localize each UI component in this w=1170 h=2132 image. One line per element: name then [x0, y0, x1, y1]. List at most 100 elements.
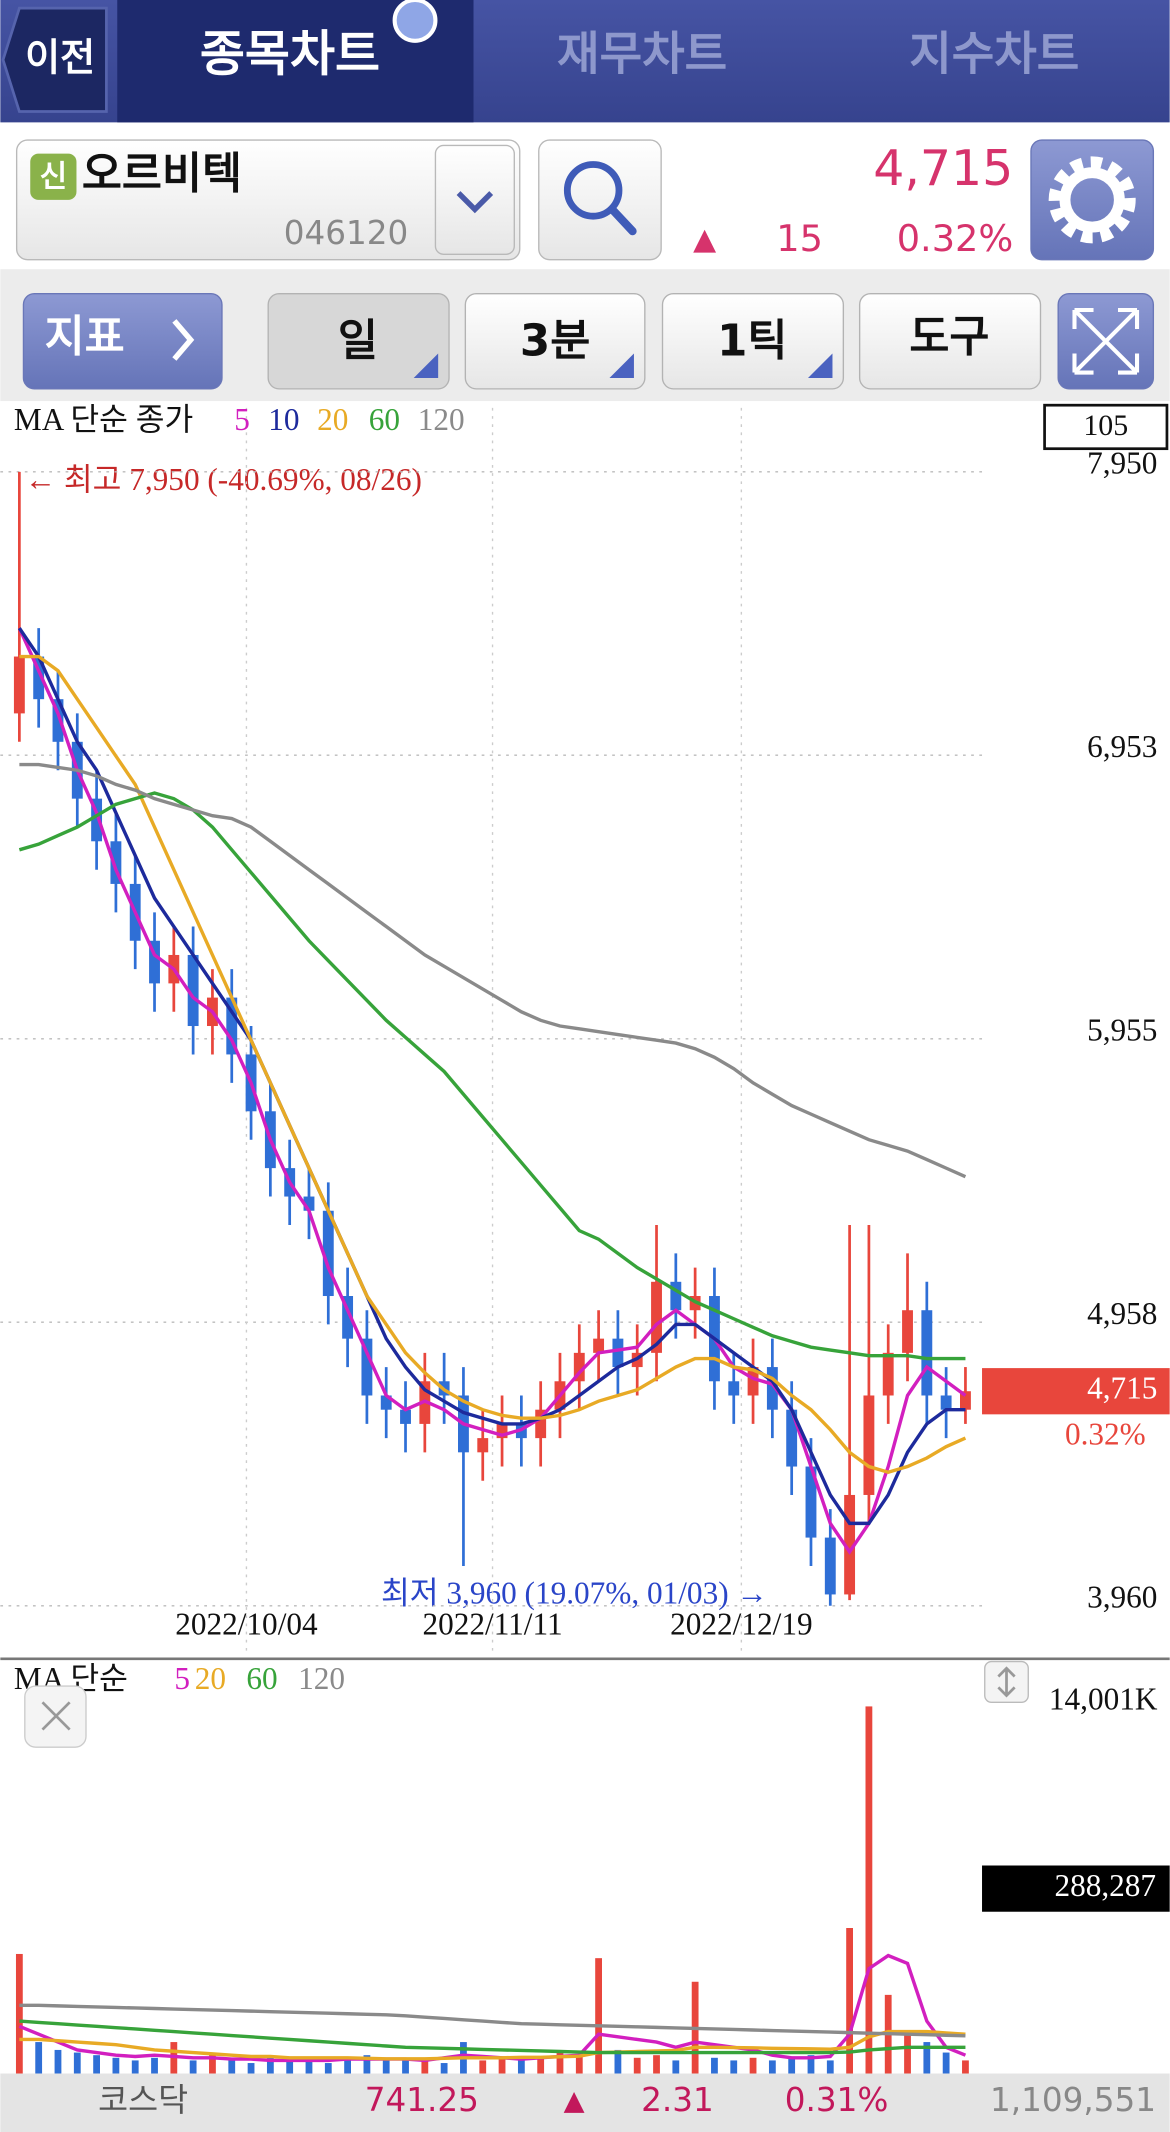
volume-bar — [614, 2049, 622, 2074]
chevron-icon — [456, 191, 494, 214]
volume-bar — [595, 1958, 602, 2074]
candle-body — [747, 1367, 759, 1396]
candle-body — [786, 1409, 798, 1467]
y-tick-label: 5,955 — [1087, 1013, 1157, 1048]
candle-body — [824, 1537, 836, 1595]
tab-active[interactable]: 종목차트 — [200, 26, 380, 83]
tab[interactable]: 재무차트 — [557, 27, 727, 81]
candle-body — [342, 1296, 354, 1339]
y-tick-label: 7,950 — [1087, 446, 1157, 481]
candle-body — [651, 1281, 662, 1353]
volume-bar — [730, 2060, 738, 2074]
volume-bar — [189, 2060, 197, 2074]
ma-line — [17, 627, 967, 1555]
volume-bar — [672, 2060, 680, 2074]
y-tick-label: 4,958 — [1087, 1296, 1157, 1331]
volume-bar — [382, 2057, 390, 2074]
current-price-label: 4,715 — [1087, 1370, 1157, 1405]
volume-bar — [344, 2060, 351, 2074]
volume-bar — [653, 2055, 660, 2074]
volume-bar — [112, 2057, 120, 2074]
volume-bar — [807, 2055, 815, 2074]
legend-entry: 10 — [268, 402, 299, 437]
index-sign: ▲ — [564, 2086, 585, 2117]
stock-box[interactable] — [15, 139, 521, 261]
candle-body — [477, 1438, 489, 1453]
index-name: 코스닥 — [98, 2081, 188, 2119]
y-tick-label: 3,960 — [1087, 1580, 1157, 1615]
volume-bar — [788, 2057, 796, 2074]
plot: 7,950 6,953 5,955 4,958 3,960 2022/10/04 2022/… — [0, 402, 1170, 2074]
ma-line — [18, 791, 966, 1361]
candle-body — [573, 1352, 585, 1382]
chevron-icon — [172, 319, 195, 361]
tools-label[interactable]: 도구 — [909, 312, 989, 362]
candle-body — [361, 1338, 373, 1396]
period-label[interactable]: 일 — [338, 317, 378, 367]
search-icon — [563, 161, 623, 220]
volume-bar — [286, 2060, 294, 2074]
search-button[interactable] — [538, 139, 662, 261]
volume-bar — [324, 2063, 332, 2074]
change-pct: 0.32% — [897, 217, 1014, 260]
candle-body — [13, 656, 25, 714]
index-pct: 0.31% — [785, 2081, 889, 2119]
tick-button[interactable] — [661, 293, 845, 390]
volume-bar — [402, 2060, 409, 2074]
candle-body — [496, 1423, 508, 1439]
legend-entry: 20 — [317, 402, 348, 437]
candle-body — [52, 699, 64, 742]
candle-body — [960, 1391, 971, 1410]
minute-button[interactable] — [464, 293, 646, 390]
volume-bar — [768, 2060, 776, 2074]
volume-bar — [556, 2052, 564, 2074]
legend-entry: 5 — [174, 1661, 190, 1696]
ma-line — [19, 654, 967, 1474]
candle-body — [593, 1338, 605, 1353]
indicator-button[interactable] — [22, 293, 223, 390]
volume-ma-line — [19, 2019, 966, 2055]
back-label[interactable]: 이전 — [25, 35, 95, 79]
change: 15 — [776, 217, 823, 260]
candle-body — [805, 1466, 817, 1538]
volume-bar — [711, 2057, 718, 2074]
tab[interactable]: 지수차트 — [909, 27, 1079, 81]
candle-body — [728, 1381, 740, 1396]
stock-code: 046120 — [284, 214, 409, 252]
volume-bar — [421, 2057, 429, 2074]
minute-label[interactable]: 3분 — [520, 317, 590, 367]
volume-bar — [73, 2052, 81, 2074]
volume-bar — [35, 2042, 43, 2074]
low-note: 최저 3,960 (19.07%, 01/03) → — [381, 1575, 768, 1610]
candle-body — [400, 1409, 411, 1424]
candle-body — [33, 656, 45, 700]
volume-bar — [247, 2063, 255, 2074]
current-pct: 0.32% — [1065, 1416, 1146, 1451]
tools-button[interactable] — [858, 293, 1042, 390]
legend-entry: 20 — [195, 1661, 226, 1696]
expand-icon — [1072, 307, 1140, 375]
volume-bar — [93, 2055, 100, 2074]
volume-bar — [54, 2049, 62, 2074]
candle-body — [91, 798, 103, 842]
candle-body — [844, 1494, 856, 1595]
search-icon-handle — [608, 205, 637, 236]
indicator-label[interactable]: 지표 — [45, 312, 125, 362]
volume-bar — [962, 2060, 969, 2074]
back-button[interactable] — [1, 6, 108, 113]
candle-body — [940, 1395, 952, 1410]
index-volume: 1,109,551 — [990, 2081, 1156, 2119]
dropdown-button[interactable] — [434, 144, 515, 255]
volume-bar — [865, 1706, 873, 2074]
volume-bar — [479, 2060, 487, 2074]
volume-ma-line — [19, 2003, 966, 2038]
volume-bar — [498, 2057, 506, 2074]
tick-label[interactable]: 1틱 — [717, 317, 787, 367]
volume-bar — [846, 1928, 853, 2074]
candle-body — [921, 1310, 933, 1396]
period-button[interactable] — [267, 293, 450, 390]
volume-ma-line — [19, 2029, 966, 2061]
candle-body — [380, 1395, 392, 1410]
corner-icon — [413, 353, 439, 378]
